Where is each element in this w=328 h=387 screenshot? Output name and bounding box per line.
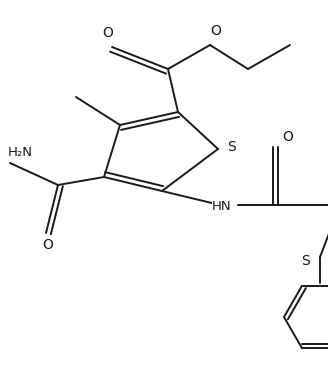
Text: H₂N: H₂N	[8, 147, 33, 159]
Text: S: S	[227, 140, 236, 154]
Text: HN: HN	[212, 200, 232, 214]
Text: S: S	[302, 254, 310, 268]
Text: O: O	[211, 24, 221, 38]
Text: O: O	[43, 238, 53, 252]
Text: O: O	[103, 26, 113, 40]
Text: O: O	[282, 130, 294, 144]
